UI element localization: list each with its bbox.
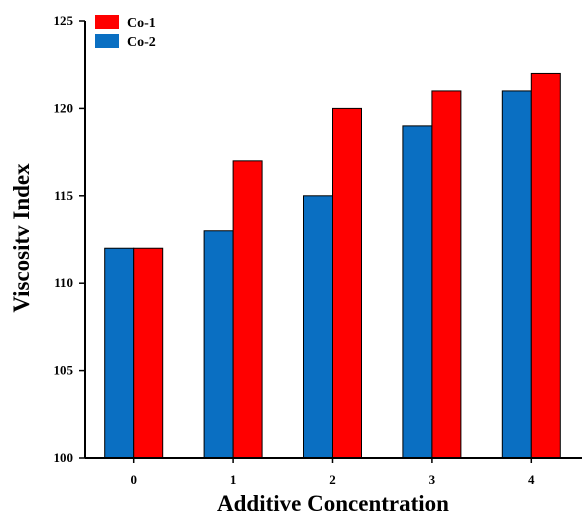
bar-co-1-3 <box>431 90 462 459</box>
x-tick-label: 1 <box>230 472 237 487</box>
bar-co-1-1 <box>232 160 263 459</box>
x-tick-label: 3 <box>429 472 436 487</box>
y-tick-label: 115 <box>54 188 73 203</box>
bar-co-2-3 <box>402 125 433 459</box>
y-tick-label: 125 <box>54 13 74 28</box>
bar-co-2-0 <box>104 247 135 459</box>
y-tick-label: 100 <box>54 450 74 465</box>
bar-co-2-4 <box>501 90 532 459</box>
bar-co-2-2 <box>303 195 333 459</box>
y-tick-label: 110 <box>54 275 73 290</box>
x-axis-title: Additive Concentration <box>217 491 449 515</box>
x-tick-label: 0 <box>130 472 137 487</box>
bars-group <box>104 72 561 459</box>
axes-group <box>84 21 582 459</box>
y-tick-label: 120 <box>54 100 74 115</box>
x-tick-label: 4 <box>528 472 535 487</box>
x-tick-label: 2 <box>329 472 336 487</box>
bar-co-2-1 <box>203 230 234 459</box>
y-axis-title: Viscositv Index <box>9 163 34 313</box>
legend-label-co-1: Co-1 <box>127 16 156 31</box>
legend-swatch-co-2 <box>95 34 119 48</box>
legend: Co-1 Co-2 <box>95 15 156 50</box>
bar-co-1-0 <box>133 247 164 459</box>
x-ticks-group: 0 1 2 3 4 <box>130 458 535 487</box>
legend-swatch-co-1 <box>95 15 119 29</box>
legend-label-co-2: Co-2 <box>127 35 156 50</box>
y-tick-label: 105 <box>54 363 74 378</box>
bar-co-1-2 <box>332 107 362 459</box>
y-ticks-group: 100 105 110 115 120 125 <box>54 13 85 465</box>
bar-co-1-4 <box>530 72 561 459</box>
